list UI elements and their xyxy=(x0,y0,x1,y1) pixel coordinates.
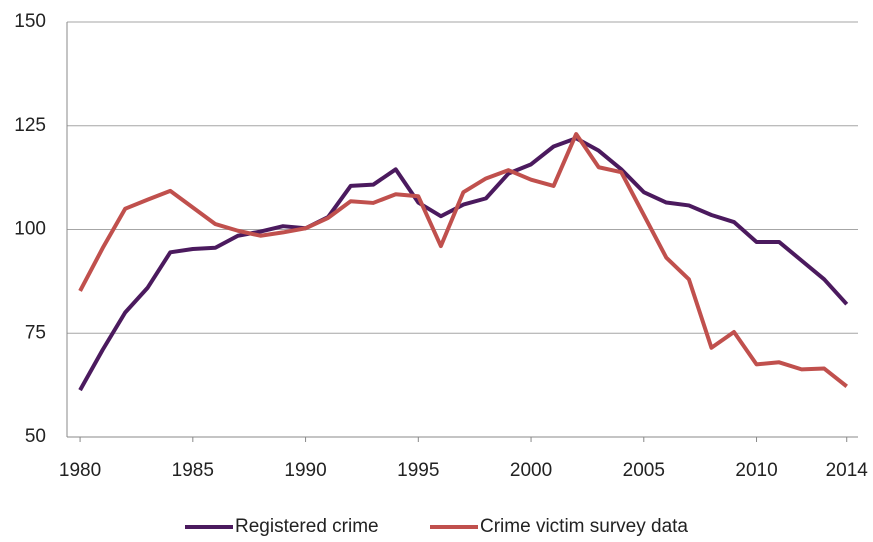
y-tick-label: 75 xyxy=(25,322,46,343)
y-tick-label: 50 xyxy=(25,426,46,447)
legend-label: Crime victim survey data xyxy=(480,516,688,537)
x-tick-label: 1995 xyxy=(397,460,439,481)
y-tick-label: 150 xyxy=(14,11,46,32)
x-tick-label: 1990 xyxy=(284,460,326,481)
x-tick-label: 2014 xyxy=(826,460,869,481)
x-tick-label: 2010 xyxy=(735,460,777,481)
x-tick-label: 1980 xyxy=(59,460,101,481)
x-tick-label: 2000 xyxy=(510,460,552,481)
y-tick-label: 100 xyxy=(14,219,46,240)
y-tick-label: 125 xyxy=(14,115,46,136)
series-line xyxy=(78,136,849,392)
x-tick-label: 1985 xyxy=(172,460,214,481)
legend-label: Registered crime xyxy=(235,516,379,537)
x-tick-label: 2005 xyxy=(623,460,665,481)
series-line xyxy=(78,132,848,388)
